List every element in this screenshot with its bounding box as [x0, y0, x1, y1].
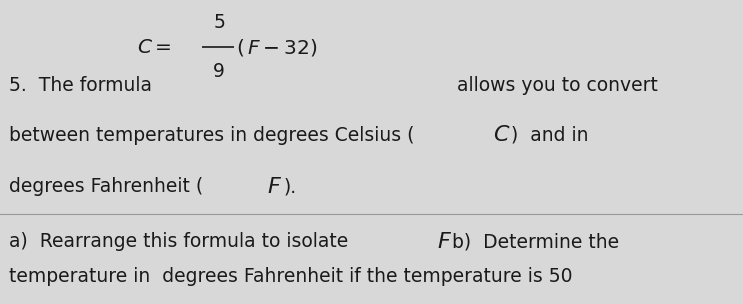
Text: ).: ). [284, 178, 297, 196]
Text: $\mathit{F}$: $\mathit{F}$ [437, 232, 452, 252]
Text: $\mathit{F}$: $\mathit{F}$ [267, 177, 282, 197]
Text: between temperatures in degrees Celsius (: between temperatures in degrees Celsius … [9, 126, 415, 145]
Text: 5.  The formula: 5. The formula [9, 76, 152, 95]
Text: b)  Determine the: b) Determine the [452, 232, 619, 251]
Text: temperature in  degrees Fahrenheit if the temperature is 50: temperature in degrees Fahrenheit if the… [9, 267, 572, 286]
Text: $\mathit{C}$: $\mathit{C}$ [493, 125, 510, 145]
Text: 9: 9 [213, 62, 225, 81]
Text: )  and in: ) and in [511, 126, 588, 145]
Text: degrees Fahrenheit (: degrees Fahrenheit ( [9, 178, 203, 196]
Text: 5: 5 [213, 13, 225, 32]
Text: a)  Rearrange this formula to isolate: a) Rearrange this formula to isolate [9, 232, 348, 251]
Text: allows you to convert: allows you to convert [457, 76, 658, 95]
Text: $( \,F - 32)$: $( \,F - 32)$ [236, 36, 317, 58]
Text: $C =$: $C =$ [137, 38, 172, 57]
